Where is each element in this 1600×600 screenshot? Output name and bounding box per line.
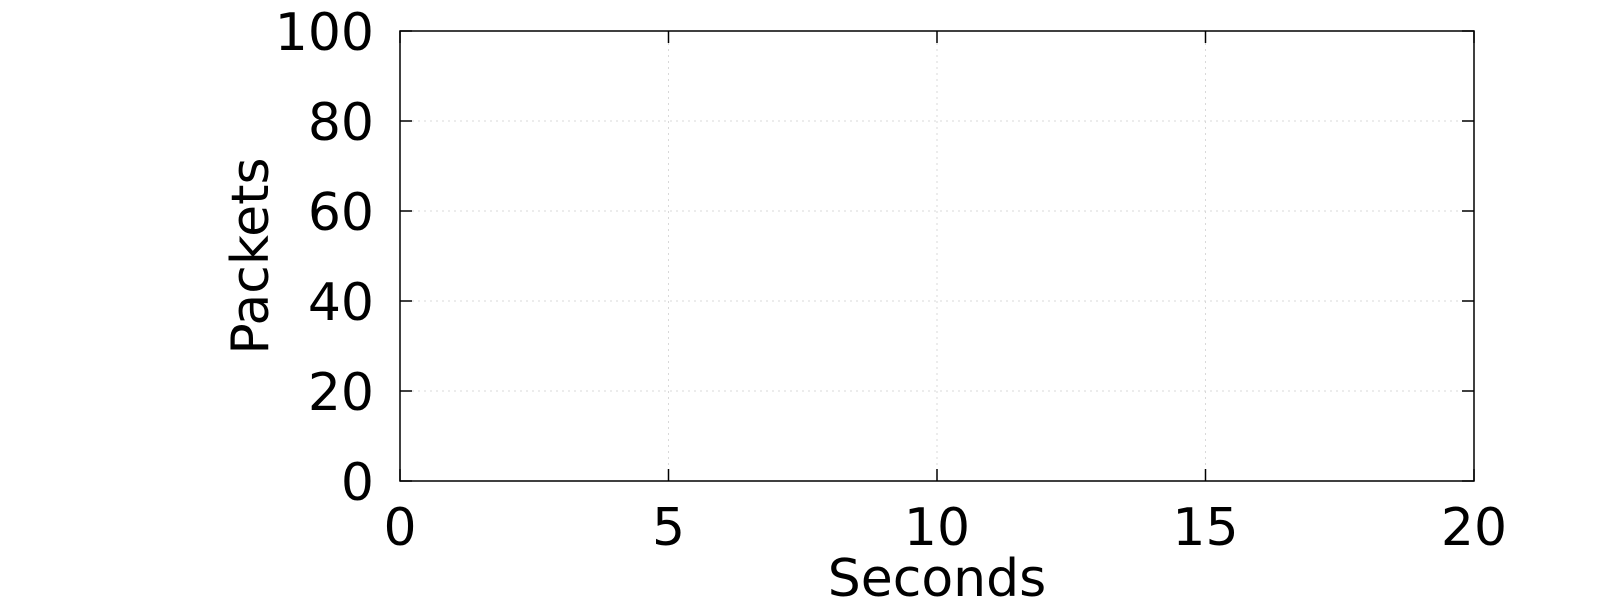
- x-tick-label: 20: [1441, 498, 1507, 558]
- x-tick-labels: 0 5 10 15 20: [383, 498, 1507, 558]
- y-tick-label: 20: [308, 363, 374, 423]
- y-tick-label: 40: [308, 273, 374, 333]
- y-tick-label: 80: [308, 93, 374, 153]
- x-tick-label: 5: [652, 498, 685, 558]
- y-tick-label: 100: [275, 3, 374, 63]
- y-axis-title: Packets: [221, 157, 281, 354]
- x-tick-label: 15: [1172, 498, 1238, 558]
- x-tick-label: 10: [904, 498, 970, 558]
- x-axis-title: Seconds: [828, 549, 1046, 600]
- y-tick-labels: 0 20 40 60 80 100: [275, 3, 374, 513]
- y-tick-label: 60: [308, 183, 374, 243]
- y-tick-label: 0: [341, 453, 374, 513]
- grid: [400, 31, 1474, 481]
- x-tick-label: 0: [383, 498, 416, 558]
- tick-marks: [399, 30, 1475, 482]
